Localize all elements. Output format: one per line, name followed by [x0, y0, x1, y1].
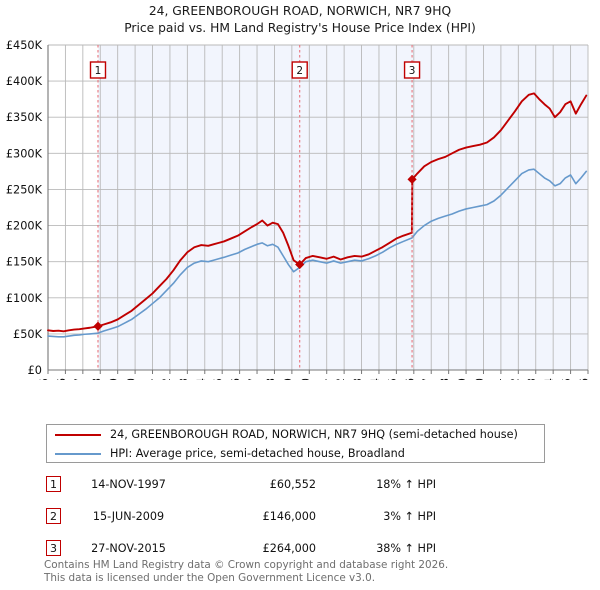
y-axis-tick-label: £150K [6, 256, 43, 269]
x-axis-tick-label: 2018 [439, 378, 452, 380]
x-axis-tick-label: 2020 [473, 378, 486, 380]
copyright-footer: Contains HM Land Registry data © Crown c… [44, 559, 584, 584]
title-line-1: 24, GREENBOROUGH ROAD, NORWICH, NR7 9HQ [148, 4, 452, 18]
ownership-shaded-region [97, 45, 589, 370]
sale-marker-2: 2 [46, 508, 61, 524]
marker-badge-label: 2 [296, 65, 303, 77]
legend-label-price-paid: 24, GREENBOROUGH ROAD, NORWICH, NR7 9HQ … [110, 428, 518, 441]
x-axis-tick-label: 2017 [421, 378, 434, 380]
x-axis-tick-label: 2025 [561, 378, 574, 380]
table-row: 1 14-NOV-1997 £60,552 18% ↑ HPI [46, 473, 566, 495]
table-row: 3 27-NOV-2015 £264,000 38% ↑ HPI [46, 537, 566, 559]
sale-point-marker [407, 174, 417, 184]
x-axis-tick-label: 2003 [177, 378, 190, 380]
sale-hpi-3: 38% ↑ HPI [376, 541, 436, 555]
series-line-price-paid [47, 92, 588, 333]
x-axis-tick-label: 1995 [38, 378, 51, 380]
y-axis-tick-label: £50K [13, 328, 43, 341]
footer-line-2: This data is licensed under the Open Gov… [44, 571, 376, 584]
sale-price-3: £264,000 [262, 541, 316, 555]
y-axis-tick-label: £250K [6, 183, 43, 196]
y-axis-tick-label: £100K [6, 292, 43, 305]
x-axis-tick-label: 2005 [212, 378, 225, 380]
legend-swatch-price-paid [55, 433, 101, 436]
y-axis-tick-label: £450K [6, 40, 43, 52]
x-axis-tick-label: 2009 [282, 378, 295, 380]
x-axis-tick-label: 2016 [404, 378, 417, 380]
sale-marker-1: 1 [46, 476, 61, 492]
marker-badge-label: 3 [409, 65, 416, 77]
legend-swatch-hpi [55, 452, 101, 455]
chart-svg: £0 £50K £100K £150K £200K £250K £300K £350K £400… [6, 40, 591, 380]
x-axis-tick-label: 2026 [578, 378, 591, 380]
sale-marker-3: 3 [46, 540, 61, 556]
y-axis-tick-label: £300K [6, 147, 43, 160]
x-axis-tick-label: 2010 [299, 378, 312, 380]
marker-badge-box [291, 61, 308, 79]
y-axis-tick-label: £200K [6, 220, 43, 233]
marker-badge-label: 1 [95, 65, 102, 77]
x-axis-tick-label: 2004 [195, 378, 208, 380]
x-axis-tick-label: 2002 [160, 378, 173, 380]
table-row: 2 15-JUN-2009 £146,000 3% ↑ HPI [46, 505, 566, 527]
footer-line-1: Contains HM Land Registry data © Crown c… [44, 559, 449, 571]
marker-badge-box [89, 61, 107, 79]
x-axis-tick-label: 2006 [230, 378, 243, 380]
x-axis-tick-label: 2023 [526, 378, 539, 380]
x-axis-tick-label: 2019 [456, 378, 469, 380]
legend-item-1: HPI: Average price, semi-detached house,… [47, 444, 544, 463]
x-axis-tick-label: 2024 [543, 378, 556, 380]
sale-point-marker [93, 321, 103, 331]
sale-price-2: £146,000 [262, 509, 316, 523]
sale-hpi-1: 18% ↑ HPI [376, 477, 436, 491]
x-axis-tick-label: 2008 [264, 378, 277, 380]
x-axis-tick-label: 2007 [247, 378, 260, 380]
price-chart: £0 £50K £100K £150K £200K £250K £300K £350K £400… [0, 40, 600, 380]
marker-badge-box [403, 61, 421, 79]
x-axis-tick-label: 2022 [508, 378, 521, 380]
sale-date-3: 27-NOV-2015 [91, 541, 166, 555]
sale-point-marker [295, 259, 305, 270]
x-axis-tick-label: 2015 [386, 378, 399, 380]
page-title: 24, GREENBOROUGH ROAD, NORWICH, NR7 9HQ … [0, 3, 600, 37]
x-axis-tick-label: 1996 [55, 378, 68, 380]
sale-hpi-2: 3% ↑ HPI [383, 509, 436, 523]
x-axis-tick-label: 2021 [491, 378, 504, 380]
legend-item-0: 24, GREENBOROUGH ROAD, NORWICH, NR7 9HQ … [47, 425, 544, 444]
y-axis-tick-label: £350K [6, 111, 43, 124]
x-axis-tick-label: 1999 [108, 378, 121, 380]
x-axis-tick-label: 2001 [143, 378, 156, 380]
sale-date-1: 14-NOV-1997 [91, 477, 166, 491]
x-axis-tick-label: 1998 [90, 378, 103, 380]
x-axis-tick-label: 2011 [317, 378, 330, 380]
x-axis-tick-label: 2013 [352, 378, 365, 380]
y-axis-tick-label: £400K [6, 75, 43, 88]
title-line-2: Price paid vs. HM Land Registry's House … [124, 21, 476, 35]
chart-legend: 24, GREENBOROUGH ROAD, NORWICH, NR7 9HQ … [46, 424, 545, 463]
sale-date-2: 15-JUN-2009 [92, 509, 165, 523]
sale-price-1: £60,552 [269, 477, 316, 491]
x-axis-tick-label: 2014 [369, 378, 382, 380]
x-axis-tick-label: 2000 [125, 378, 138, 380]
x-axis-tick-label: 1997 [73, 378, 86, 380]
legend-label-hpi: HPI: Average price, semi-detached house,… [110, 447, 405, 460]
x-axis-tick-label: 2012 [334, 378, 347, 380]
y-axis-tick-label: £0 [28, 364, 42, 377]
series-line-hpi [47, 168, 588, 338]
